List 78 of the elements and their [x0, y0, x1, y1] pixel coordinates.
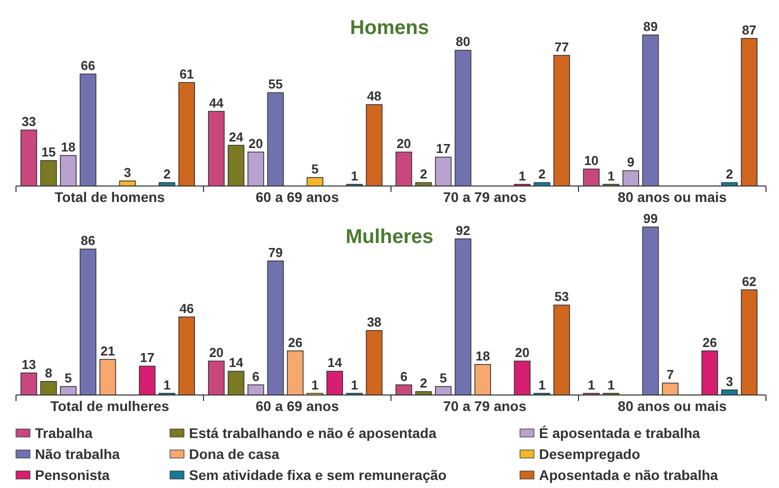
data-label: 77 [554, 39, 569, 54]
x-tick-label: 70 a 79 anos [443, 189, 527, 205]
data-label: 17 [436, 141, 451, 156]
legend-label: Aposentada e não trabalha [539, 467, 718, 483]
data-label: 1 [518, 168, 526, 184]
data-label: 10 [584, 153, 599, 168]
legend-label: Dona de casa [189, 446, 280, 462]
data-label: 3 [124, 164, 132, 180]
data-label: 44 [209, 95, 224, 110]
data-label: 46 [179, 300, 194, 316]
data-label: 5 [440, 370, 447, 386]
chart-title: Homens [350, 17, 429, 39]
data-label: 18 [61, 139, 76, 154]
data-label: 86 [80, 233, 96, 248]
data-label: 53 [554, 289, 569, 304]
data-label: 89 [643, 18, 658, 34]
data-label: 2 [420, 376, 428, 391]
data-label: 38 [366, 314, 382, 330]
data-label: 20 [248, 136, 264, 152]
data-label: 20 [514, 345, 530, 360]
legend-label: Está trabalhando e não é aposentada [189, 425, 437, 441]
data-label: 5 [64, 370, 72, 386]
legend-label: É aposentada e trabalha [539, 425, 700, 441]
data-label: 17 [140, 350, 154, 366]
data-label: 55 [268, 76, 283, 92]
x-tick-label: 60 a 69 anos [256, 189, 340, 205]
data-label: 18 [476, 348, 490, 364]
data-label: 6 [400, 368, 408, 384]
data-label: 92 [456, 222, 470, 238]
data-label: 2 [726, 166, 734, 182]
data-label: 61 [179, 66, 194, 82]
data-label: 79 [268, 244, 283, 260]
data-label: 66 [80, 58, 96, 73]
data-label: 2 [163, 166, 171, 182]
data-label: 1 [607, 168, 615, 184]
chart-title: Mulheres [346, 226, 434, 248]
data-label: 5 [311, 162, 319, 177]
legend-label: Desempregado [539, 446, 640, 462]
data-label: 33 [22, 114, 36, 129]
legend-label: Trabalha [35, 425, 93, 441]
data-label: 14 [327, 355, 343, 370]
x-tick-label: 70 a 79 anos [443, 398, 527, 414]
legend-label: Sem atividade fixa e sem remuneração [189, 467, 447, 483]
data-label: 24 [228, 129, 244, 144]
data-label: 8 [44, 365, 52, 380]
data-label: 26 [288, 334, 302, 350]
data-label: 20 [396, 136, 412, 152]
data-label: 15 [41, 144, 56, 160]
legend-label: Pensonista [35, 467, 110, 483]
data-label: 1 [350, 168, 358, 184]
data-label: 1 [538, 377, 546, 392]
data-label: 20 [209, 345, 224, 360]
x-tick-label: 80 anos ou mais [618, 398, 727, 414]
data-label: 26 [702, 334, 717, 350]
data-label: 1 [607, 377, 615, 392]
data-label: 14 [228, 355, 244, 370]
legend-label: Não trabalha [35, 446, 120, 462]
data-label: 62 [742, 274, 756, 289]
data-label: 7 [666, 367, 674, 382]
data-label: 13 [22, 356, 36, 372]
x-tick-label: 80 anos ou mais [618, 189, 727, 205]
data-label: 1 [163, 377, 171, 392]
data-label: 1 [588, 377, 595, 392]
data-label: 80 [456, 34, 470, 50]
data-label: 21 [100, 343, 115, 358]
x-tick-label: Total de homens [54, 189, 166, 205]
data-label: 48 [366, 88, 382, 104]
data-label: 1 [311, 377, 319, 392]
data-label: 2 [538, 166, 546, 182]
data-label: 2 [420, 166, 428, 182]
x-tick-label: Total de mulheres [50, 398, 170, 414]
data-label: 9 [627, 154, 634, 170]
data-label: 3 [726, 374, 734, 389]
data-label: 6 [252, 368, 260, 384]
data-label: 87 [742, 22, 756, 38]
data-label: 1 [350, 377, 358, 392]
data-label: 99 [643, 211, 658, 226]
x-tick-label: 60 a 69 anos [256, 398, 340, 414]
